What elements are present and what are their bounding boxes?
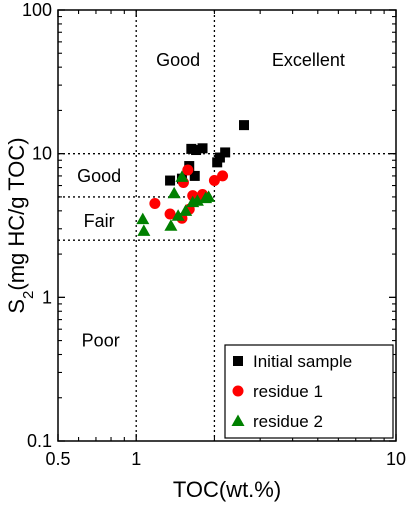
legend-marker [231, 414, 245, 426]
initial-sample-point [214, 152, 225, 163]
region-label: Fair [84, 211, 115, 231]
x-axis-title: TOC(wt.%) [173, 477, 281, 502]
residue-2-point [167, 186, 181, 199]
legend-label: residue 1 [253, 382, 323, 401]
legend-label: Initial sample [253, 352, 352, 371]
region-labels: Good Excellent Good Fair Poor [77, 50, 345, 351]
data-points [136, 120, 250, 236]
region-label: Good [156, 50, 200, 70]
residue-2-point [137, 224, 151, 236]
residue-2-point [202, 190, 216, 202]
plot-frame [57, 9, 397, 442]
residue-2-point [136, 212, 150, 225]
initial-sample-point [165, 175, 176, 186]
residue-2-point [175, 170, 189, 182]
legend: Initial sample residue 1 residue 2 [224, 344, 394, 439]
initial-sample-point [197, 143, 208, 154]
region-label: Good [77, 166, 121, 186]
y-tick-label: 10 [32, 144, 52, 164]
residue-1-point [217, 170, 229, 182]
x-tick-label: 10 [386, 449, 406, 469]
y-tick-label: 100 [22, 0, 52, 20]
legend-box [224, 344, 394, 439]
initial-sample-point [191, 145, 202, 156]
axis-ticks: 0.5 1 10 0.1 1 10 100 [22, 0, 406, 469]
x-tick-label: 1 [131, 449, 141, 469]
y-axis-title: S2(mg HC/g TOC) [4, 137, 37, 313]
region-label: Excellent [272, 50, 345, 70]
residue-1-point [164, 208, 176, 220]
initial-sample-point [239, 120, 250, 131]
initial-sample-point [220, 147, 231, 158]
residue-1-point [149, 197, 161, 209]
initial-sample-point [189, 170, 200, 181]
residue-1-point [208, 175, 220, 187]
legend-marker [233, 356, 243, 366]
legend-marker [232, 385, 244, 397]
region-label: Poor [82, 331, 120, 351]
y-tick-label: 0.1 [27, 431, 52, 451]
residue-2-point [179, 204, 193, 216]
legend-label: residue 2 [253, 412, 323, 431]
x-tick-label: 0.5 [45, 449, 70, 469]
y-tick-label: 1 [42, 287, 52, 307]
residue-2-point [171, 209, 185, 221]
residue-2-point [164, 219, 178, 231]
residue-1-point [182, 164, 194, 176]
